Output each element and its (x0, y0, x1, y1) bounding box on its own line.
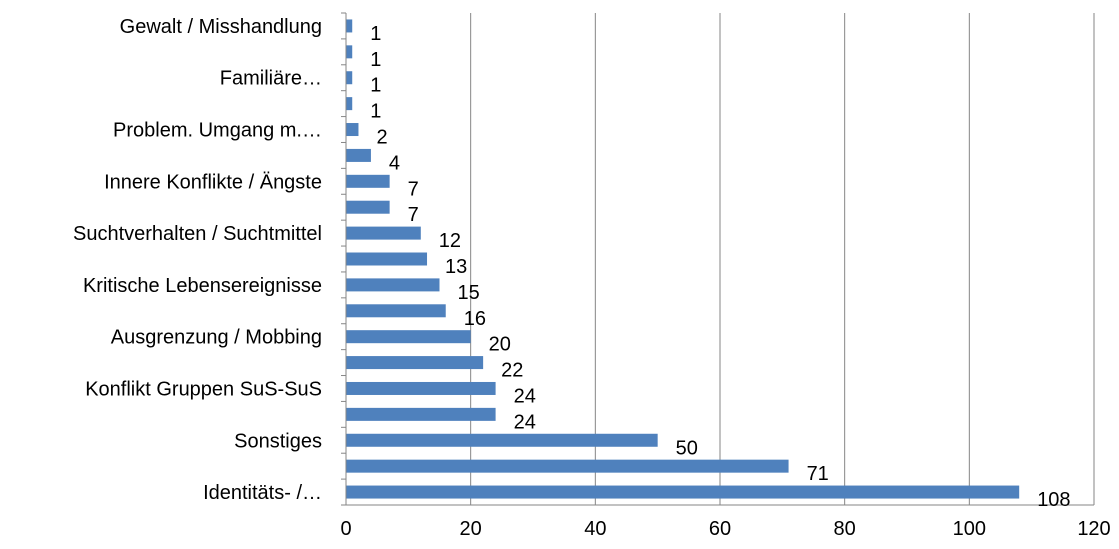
category-label-6: Innere Konflikte / Ängste (104, 171, 322, 193)
value-label-0: 1 (370, 23, 381, 45)
bar-8 (346, 226, 421, 240)
value-label-13: 22 (501, 360, 523, 382)
value-label-11: 16 (464, 308, 486, 330)
bar-3 (346, 97, 353, 111)
category-label-12: Ausgrenzung / Mobbing (111, 327, 322, 349)
value-label-8: 12 (439, 230, 461, 252)
bar-13 (346, 356, 484, 370)
bar-18 (346, 485, 1020, 499)
value-label-15: 24 (514, 411, 536, 433)
bar-2 (346, 71, 353, 85)
bar-9 (346, 252, 428, 266)
x-tick-label-100: 100 (953, 518, 986, 540)
value-label-1: 1 (370, 49, 381, 71)
bar-6 (346, 174, 390, 188)
category-label-4: Problem. Umgang m.… (113, 120, 322, 142)
value-label-10: 15 (458, 282, 480, 304)
bar-10 (346, 278, 440, 292)
x-tick-label-60: 60 (709, 518, 731, 540)
category-label-8: Suchtverhalten / Suchtmittel (73, 223, 322, 245)
bar-12 (346, 330, 471, 344)
bar-15 (346, 407, 496, 421)
bar-16 (346, 433, 658, 447)
category-label-18: Identitäts- /… (203, 482, 322, 504)
x-tick-label-0: 0 (340, 518, 351, 540)
value-label-6: 7 (408, 178, 419, 200)
bar-7 (346, 200, 390, 214)
category-label-16: Sonstiges (234, 430, 322, 452)
value-label-3: 1 (370, 101, 381, 123)
value-label-16: 50 (676, 437, 698, 459)
bar-11 (346, 304, 446, 318)
category-label-2: Familiäre… (220, 68, 322, 90)
value-label-9: 13 (445, 256, 467, 278)
value-label-4: 2 (376, 127, 387, 149)
bar-1 (346, 45, 353, 59)
gridlines (470, 13, 1095, 505)
bar-5 (346, 148, 371, 162)
value-label-5: 4 (389, 152, 400, 174)
value-label-7: 7 (408, 204, 419, 226)
x-tick-label-120: 120 (1077, 518, 1110, 540)
value-label-14: 24 (514, 385, 536, 407)
x-tick-label-80: 80 (834, 518, 856, 540)
x-tick-label-20: 20 (460, 518, 482, 540)
x-tick-label-40: 40 (584, 518, 606, 540)
category-label-0: Gewalt / Misshandlung (120, 16, 322, 38)
category-label-10: Kritische Lebensereignisse (83, 275, 322, 297)
bar-17 (346, 459, 789, 473)
bar-14 (346, 381, 496, 395)
category-label-14: Konflikt Gruppen SuS-SuS (85, 378, 322, 400)
value-label-17: 71 (807, 463, 829, 485)
bar-4 (346, 123, 359, 137)
value-label-2: 1 (370, 75, 381, 97)
value-label-12: 20 (489, 334, 511, 356)
axes (341, 12, 1094, 506)
value-label-18: 108 (1037, 489, 1070, 511)
bar-0 (346, 19, 353, 33)
bars (346, 19, 1020, 499)
